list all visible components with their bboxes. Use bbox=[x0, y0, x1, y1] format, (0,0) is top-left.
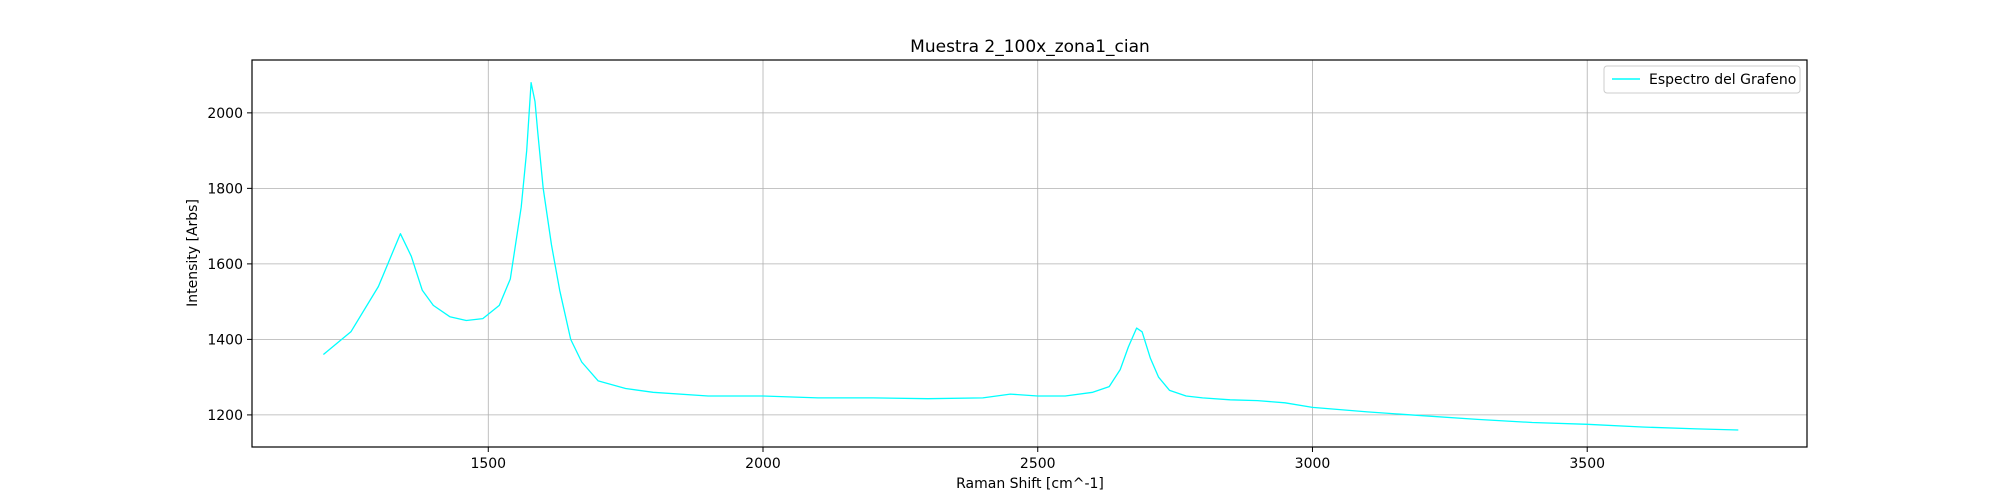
x-tick-label: 2500 bbox=[1020, 456, 1056, 472]
chart-title: Muestra 2_100x_zona1_cian bbox=[910, 37, 1150, 57]
y-tick-label: 2000 bbox=[207, 106, 243, 122]
grid bbox=[252, 60, 1807, 447]
legend: Espectro del Grafeno bbox=[1603, 65, 1801, 94]
x-tick-label: 1500 bbox=[470, 456, 506, 472]
y-tick-label: 1800 bbox=[207, 181, 243, 197]
x-axis-label: Raman Shift [cm^-1] bbox=[956, 476, 1104, 492]
y-axis-label: Intensity [Arbs] bbox=[185, 199, 201, 307]
legend-label-espectro: Espectro del Grafeno bbox=[1649, 72, 1796, 88]
x-tick-label: 2000 bbox=[745, 456, 781, 472]
y-tick-label: 1400 bbox=[207, 332, 243, 348]
legend-box bbox=[1603, 65, 1801, 94]
series-line-0 bbox=[322, 82, 1739, 431]
x-tick-label: 3500 bbox=[1569, 456, 1605, 472]
plot-area-frame bbox=[251, 59, 1808, 448]
y-tick-label: 1200 bbox=[207, 408, 243, 424]
ticks: 1500 2000 2500 3000 3500 1200 1400 1600 1800 2000 bbox=[207, 106, 1605, 472]
series-layer bbox=[322, 82, 1739, 431]
y-tick-label: 1600 bbox=[207, 257, 243, 273]
x-tick-label: 3000 bbox=[1295, 456, 1331, 472]
